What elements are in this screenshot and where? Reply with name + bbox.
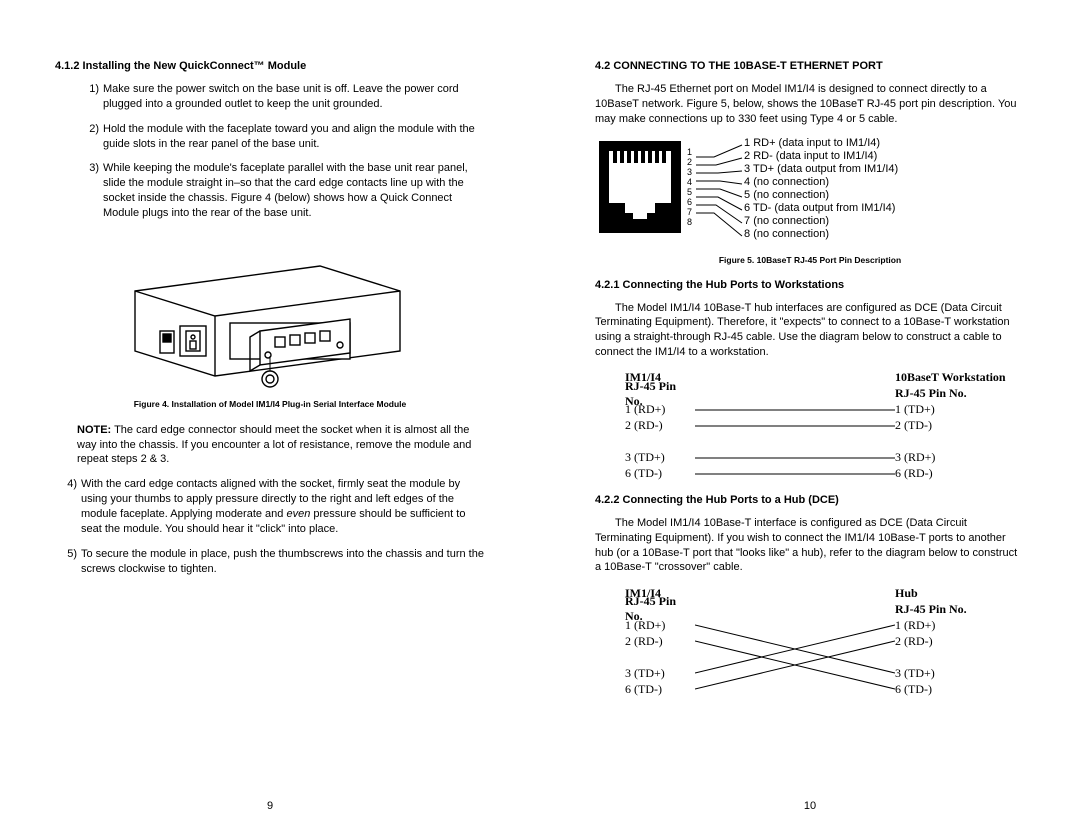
note-paragraph: NOTE: The card edge connector should mee… (77, 423, 485, 468)
page-number-right: 10 (804, 800, 816, 812)
pin-label: 3 TD+ (data output from IM1/I4) (744, 163, 898, 176)
pin-cell: 3 (TD+) (625, 666, 695, 681)
pin-label: 1 RD+ (data input to IM1/I4) (744, 137, 898, 150)
pin-number: 8 (687, 217, 692, 227)
heading-412: 4.1.2 Installing the New QuickConnect™ M… (55, 60, 485, 72)
pin-label: 2 RD- (data input to IM1/I4) (744, 150, 898, 163)
table-header: Hub (895, 586, 975, 601)
pin-cell: 1 (RD+) (895, 618, 975, 633)
table-row (625, 649, 1025, 665)
pin-label: 4 (no connection) (744, 176, 898, 189)
list-item: 5)To secure the module in place, push th… (55, 547, 485, 577)
rj45-jack-icon (595, 137, 685, 247)
table-row: 1 (RD+) 1 (RD+) (625, 617, 1025, 633)
page-right: 4.2 CONNECTING TO THE 10BASE-T ETHERNET … (540, 0, 1080, 834)
table-row (625, 434, 1025, 450)
pin-cell: 2 (RD-) (895, 634, 975, 649)
pin-cell: 1 (RD+) (625, 618, 695, 633)
heading-421: 4.2.1 Connecting the Hub Ports to Workst… (595, 279, 1025, 291)
list-item: 2)Hold the module with the faceplate tow… (77, 122, 485, 152)
table-row: 6 (TD-) 6 (RD-) (625, 466, 1025, 482)
pin-mapping-table-workstation: IM1/I410BaseT WorkstationRJ-45 Pin No.RJ… (625, 370, 1025, 482)
table-row: 2 (RD-) 2 (TD-) (625, 418, 1025, 434)
pin-cell: 1 (TD+) (895, 402, 975, 417)
table-header: RJ-45 Pin No. (895, 386, 975, 401)
para-421: The Model IM1/I4 10Base-T hub interfaces… (595, 301, 1025, 360)
figure-4-illustration (120, 231, 420, 391)
table-row: 2 (RD-) 2 (RD-) (625, 633, 1025, 649)
list-item: 3)While keeping the module's faceplate p… (77, 161, 485, 220)
pin-cell: 2 (RD-) (625, 634, 695, 649)
table-header: 10BaseT Workstation (895, 370, 975, 385)
pin-fanout-lines (694, 137, 744, 247)
pin-mapping-table-hub: IM1/I4HubRJ-45 Pin No.RJ-45 Pin No.1 (RD… (625, 585, 1025, 697)
pin-label: 6 TD- (data output from IM1/I4) (744, 202, 898, 215)
pin-cell: 1 (RD+) (625, 402, 695, 417)
table-row: 3 (TD+) 3 (TD+) (625, 665, 1025, 681)
table-row: 6 (TD-) 6 (TD-) (625, 681, 1025, 697)
pin-number: 2 (687, 157, 692, 167)
pin-cell: 3 (RD+) (895, 450, 975, 465)
rj45-diagram: 12345678 1 RD+ (data input to IM1/I4)2 R… (595, 137, 1025, 247)
pin-label: 5 (no connection) (744, 189, 898, 202)
pin-number: 1 (687, 147, 692, 157)
pin-cell: 6 (RD-) (895, 466, 975, 481)
heading-422: 4.2.2 Connecting the Hub Ports to a Hub … (595, 494, 1025, 506)
heading-42: 4.2 CONNECTING TO THE 10BASE-T ETHERNET … (595, 60, 1025, 72)
list-item: 4)With the card edge contacts aligned wi… (55, 477, 485, 536)
pin-cell: 3 (TD+) (895, 666, 975, 681)
pin-number: 5 (687, 187, 692, 197)
note-label: NOTE: (77, 424, 111, 436)
figure-4-caption: Figure 4. Installation of Model IM1/I4 P… (55, 399, 485, 409)
pin-number: 4 (687, 177, 692, 187)
pin-cell: 6 (TD-) (625, 466, 695, 481)
table-header: RJ-45 Pin No. (895, 602, 975, 617)
table-row: 3 (TD+) 3 (RD+) (625, 450, 1025, 466)
pin-cell: 3 (TD+) (625, 450, 695, 465)
pin-labels-column: 1 RD+ (data input to IM1/I4)2 RD- (data … (744, 137, 898, 241)
pin-cell: 6 (TD-) (895, 682, 975, 697)
page-number-left: 9 (267, 800, 273, 812)
pin-label: 8 (no connection) (744, 228, 898, 241)
pin-cell: 2 (RD-) (625, 418, 695, 433)
list-item: 1)Make sure the power switch on the base… (77, 82, 485, 112)
para-422: The Model IM1/I4 10Base-T interface is c… (595, 516, 1025, 575)
pin-cell: 2 (TD-) (895, 418, 975, 433)
page-left: 4.1.2 Installing the New QuickConnect™ M… (0, 0, 540, 834)
pin-number: 7 (687, 207, 692, 217)
intro-42: The RJ-45 Ethernet port on Model IM1/I4 … (595, 82, 1025, 127)
pin-number-column: 12345678 (685, 137, 694, 227)
pin-cell: 6 (TD-) (625, 682, 695, 697)
pin-label: 7 (no connection) (744, 215, 898, 228)
table-row: 1 (RD+) 1 (TD+) (625, 402, 1025, 418)
pin-number: 6 (687, 197, 692, 207)
note-text: The card edge connector should meet the … (77, 424, 471, 466)
pin-number: 3 (687, 167, 692, 177)
figure-5-caption: Figure 5. 10BaseT RJ-45 Port Pin Descrip… (595, 255, 1025, 265)
